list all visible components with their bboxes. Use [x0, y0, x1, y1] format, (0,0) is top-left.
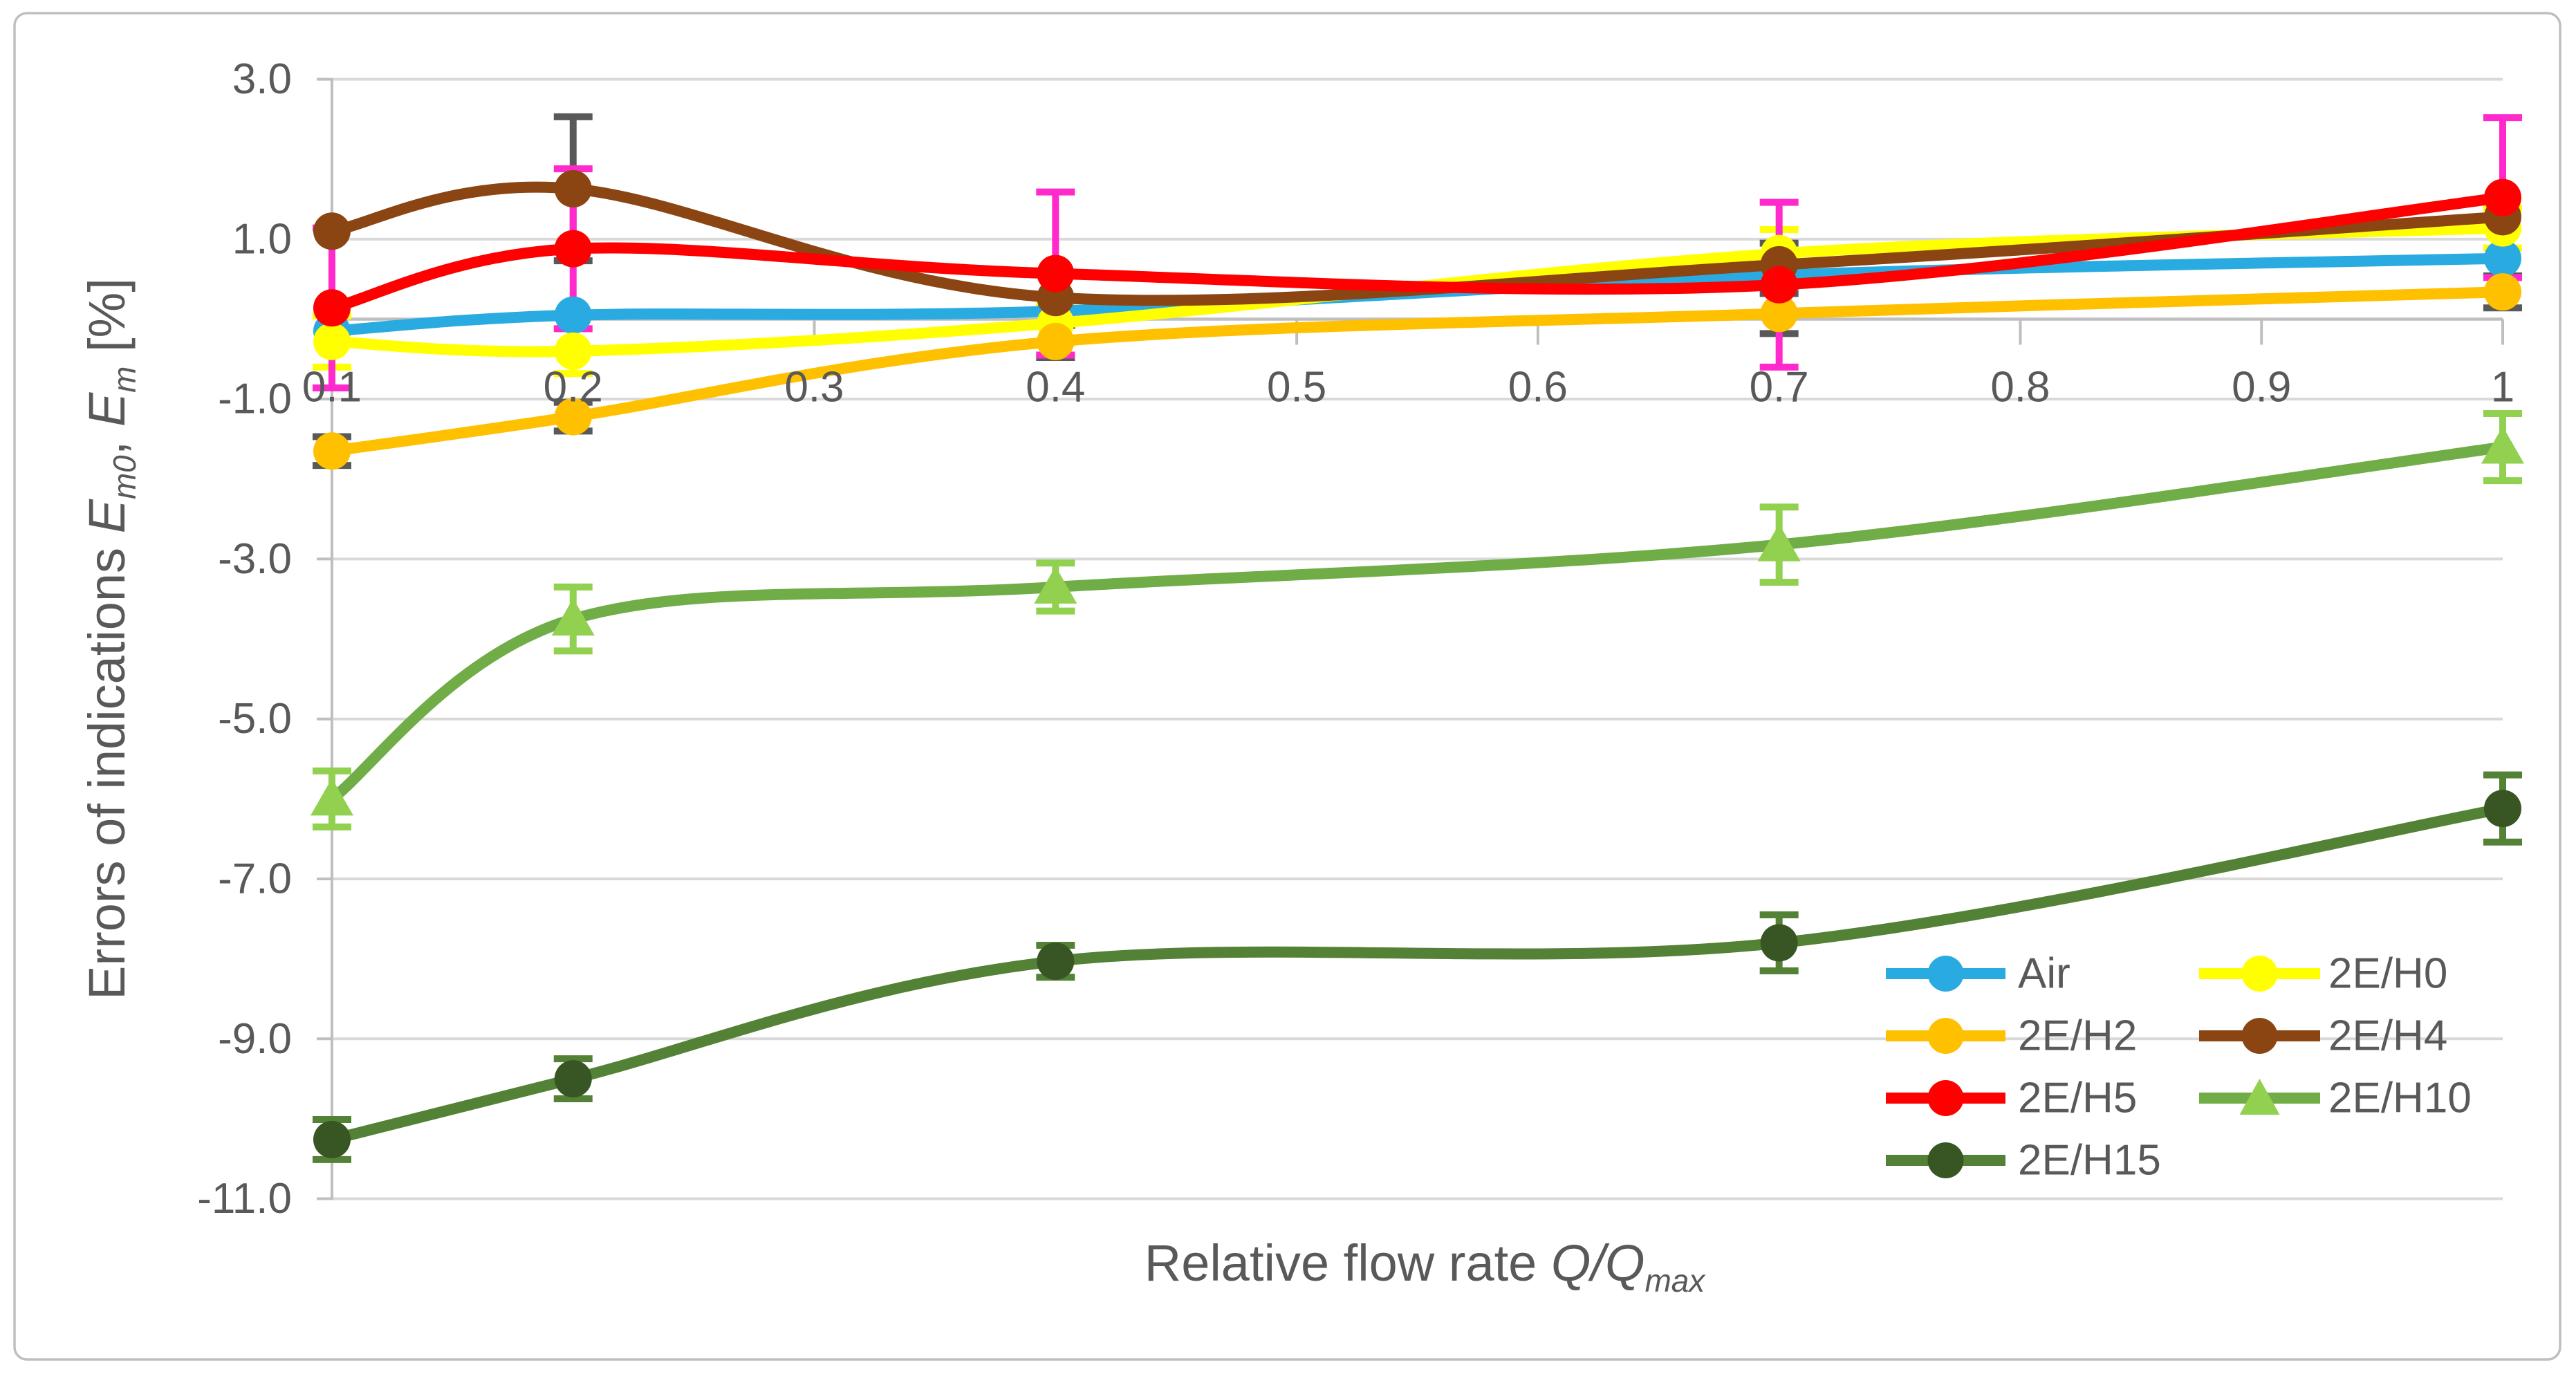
- series-marker-circle: [313, 289, 351, 327]
- y-tick-label: -11.0: [197, 1175, 292, 1223]
- series-marker-circle: [1037, 254, 1075, 293]
- legend-label: 2E/H2: [2018, 1012, 2137, 1060]
- legend-item-2E-H2[interactable]: 2E/H2: [1886, 1012, 2137, 1060]
- series-marker-circle: [554, 1060, 592, 1098]
- x-tick-label: 0.2: [544, 364, 603, 411]
- x-tick-label: 0.7: [1750, 364, 1809, 411]
- y-tick-label: 1.0: [232, 215, 292, 263]
- series-marker-triangle: [1757, 523, 1801, 561]
- x-tick-label: 1: [2491, 364, 2514, 411]
- series-marker-triangle: [311, 778, 353, 816]
- y-tick-label: -1.0: [218, 375, 292, 423]
- x-tick-label: 0.4: [1026, 364, 1085, 411]
- legend-label: 2E/H5: [2018, 1075, 2137, 1122]
- series-marker-circle: [313, 432, 351, 470]
- legend-label: 2E/H10: [2328, 1075, 2472, 1122]
- series-marker-circle: [554, 332, 592, 370]
- x-tick-label: 0.5: [1267, 364, 1326, 411]
- series-marker-circle: [2484, 790, 2521, 828]
- series-marker-circle: [1037, 943, 1075, 981]
- x-tick-label: 0.1: [302, 364, 362, 411]
- y-tick-label: -3.0: [218, 535, 292, 583]
- series-marker-circle: [1760, 295, 1798, 333]
- legend-item-2E-H15[interactable]: 2E/H15: [1886, 1137, 2161, 1185]
- series-marker-triangle: [551, 598, 595, 636]
- legend-item-Air[interactable]: Air: [1886, 950, 2070, 998]
- legend-marker-circle: [1927, 1018, 1964, 1054]
- legend-marker-triangle: [2239, 1079, 2280, 1115]
- series-marker-circle: [313, 322, 351, 360]
- x-tick-label: 0.6: [1508, 364, 1568, 411]
- series-marker-circle: [1037, 322, 1075, 360]
- legend-item-2E-H10[interactable]: 2E/H10: [2199, 1075, 2472, 1122]
- legend-layer: Air 2E/H2 2E/H5 2E/H15 2E/H0 2E/H4 2E/H10: [1886, 950, 2472, 1185]
- series-marker-circle: [1760, 924, 1798, 962]
- series-marker-circle: [554, 230, 592, 268]
- series-2E-H2: [313, 273, 2521, 470]
- series-marker-triangle: [1034, 566, 1077, 604]
- y-tick-label: -9.0: [218, 1015, 292, 1063]
- series-marker-circle: [554, 296, 592, 334]
- x-tick-label: 0.8: [1990, 364, 2050, 411]
- series-2E-H10: [311, 426, 2524, 816]
- series-marker-circle: [1760, 266, 1798, 304]
- y-axis-title: Errors of indications Em0, Em [%]: [78, 278, 142, 1000]
- legend-item-2E-H5[interactable]: 2E/H5: [1886, 1075, 2137, 1122]
- x-tick-label: 0.3: [784, 364, 844, 411]
- y-tick-label: 3.0: [232, 55, 292, 103]
- legend-label: 2E/H0: [2328, 950, 2447, 998]
- series-marker-circle: [313, 212, 351, 250]
- series-marker-triangle: [2481, 426, 2524, 464]
- series-marker-circle: [554, 398, 592, 436]
- series-line-2E-H10: [326, 441, 2508, 805]
- y-tick-label: -7.0: [218, 855, 292, 902]
- series-marker-circle: [313, 1120, 351, 1158]
- legend-marker-circle: [2241, 956, 2278, 992]
- series-layer: [311, 170, 2524, 1158]
- legend-item-2E-H4[interactable]: 2E/H4: [2199, 1012, 2447, 1060]
- legend-item-2E-H0[interactable]: 2E/H0: [2199, 950, 2447, 998]
- series-marker-circle: [554, 170, 592, 208]
- axis-label-layer: 0.1 0.2 0.3 0.4 0.5 0.6 0.7 0.8 0.9 1 3.0 1.0 -1.0 -3…: [197, 55, 2514, 1223]
- series-2E-H5: [313, 178, 2521, 327]
- axis-title-layer: Relative flow rate Q/Qmax Errors of indic…: [78, 278, 1706, 1299]
- y-tick-label: -5.0: [218, 695, 292, 743]
- x-axis-title: Relative flow rate Q/Qmax: [1145, 1234, 1707, 1299]
- series-marker-circle: [2484, 178, 2521, 216]
- legend-label: Air: [2018, 950, 2070, 998]
- legend-label: 2E/H4: [2328, 1012, 2447, 1060]
- x-tick-label: 0.9: [2232, 364, 2291, 411]
- series-2E-H15: [313, 790, 2521, 1158]
- legend-marker-circle: [2241, 1018, 2278, 1054]
- legend-marker-circle: [1927, 1142, 1964, 1178]
- legend-marker-circle: [1927, 956, 1964, 992]
- legend-marker-circle: [1927, 1080, 1964, 1116]
- legend-label: 2E/H15: [2018, 1137, 2161, 1185]
- series-marker-circle: [2484, 273, 2521, 311]
- series-marker-circle: [2484, 239, 2521, 277]
